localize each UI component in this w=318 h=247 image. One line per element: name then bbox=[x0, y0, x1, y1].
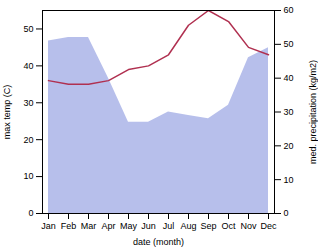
svg-text:Jan: Jan bbox=[41, 221, 56, 231]
svg-text:Apr: Apr bbox=[101, 221, 115, 231]
svg-text:30: 30 bbox=[284, 107, 294, 117]
svg-text:0: 0 bbox=[28, 208, 33, 218]
svg-text:max temp (C): max temp (C) bbox=[2, 85, 12, 140]
svg-text:Feb: Feb bbox=[61, 221, 77, 231]
svg-text:20: 20 bbox=[284, 141, 294, 151]
svg-text:med. precipitation (kg/m2): med. precipitation (kg/m2) bbox=[308, 60, 318, 164]
svg-text:0: 0 bbox=[284, 208, 289, 218]
svg-text:date (month): date (month) bbox=[133, 237, 184, 247]
svg-text:50: 50 bbox=[284, 39, 294, 49]
svg-text:Sep: Sep bbox=[200, 221, 216, 231]
svg-text:Dec: Dec bbox=[260, 221, 277, 231]
svg-text:May: May bbox=[120, 221, 138, 231]
svg-text:50: 50 bbox=[23, 24, 33, 34]
svg-text:40: 40 bbox=[284, 73, 294, 83]
svg-text:Jun: Jun bbox=[141, 221, 156, 231]
svg-text:10: 10 bbox=[23, 171, 33, 181]
svg-text:10: 10 bbox=[284, 175, 294, 185]
svg-text:Aug: Aug bbox=[180, 221, 196, 231]
svg-text:20: 20 bbox=[23, 135, 33, 145]
svg-text:60: 60 bbox=[284, 5, 294, 15]
svg-text:Nov: Nov bbox=[240, 221, 257, 231]
svg-text:40: 40 bbox=[23, 61, 33, 71]
svg-text:Oct: Oct bbox=[221, 221, 236, 231]
svg-text:Jul: Jul bbox=[163, 221, 175, 231]
svg-text:30: 30 bbox=[23, 98, 33, 108]
svg-text:Mar: Mar bbox=[81, 221, 97, 231]
